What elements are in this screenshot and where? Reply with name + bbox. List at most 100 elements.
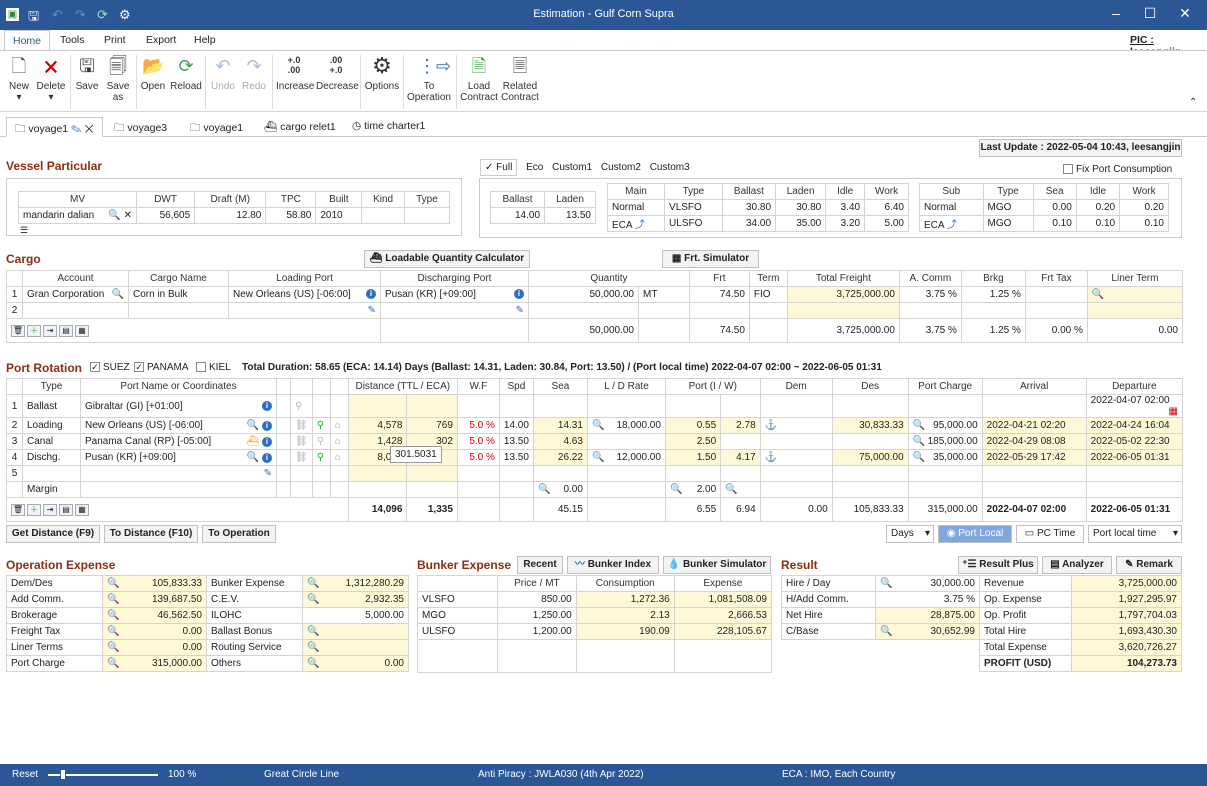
pc-time-toggle[interactable]: ▭ PC Time bbox=[1016, 525, 1084, 543]
table-row[interactable]: 5 ✎ bbox=[6, 465, 1184, 482]
to-distance-button[interactable]: To Distance (F10) bbox=[104, 525, 198, 543]
table-row[interactable]: 2 Loading New Orleans (US) [-06:00] 🔍 i ⛓ ⚲ ⌂ 4… bbox=[6, 417, 1184, 434]
cargo-table: Account Cargo Name Loading Port Discharging… bbox=[6, 270, 1184, 343]
tab-custom1[interactable]: Custom1 bbox=[552, 162, 593, 173]
tab-voyage3[interactable]: 🗀 voyage3 bbox=[114, 122, 168, 134]
new-button[interactable]: 🗋 New ▾ bbox=[8, 56, 29, 103]
open-button[interactable]: 📂 Open bbox=[140, 56, 166, 92]
table-row[interactable]: 3 Canal Panama Canal (RP) [-05:00] ⛴ i ⛓ ⚲ ⌂ 1,… bbox=[6, 433, 1184, 450]
suez-checkbox[interactable]: ✓ SUEZ bbox=[90, 362, 130, 373]
delete-button[interactable]: 🗙 Delete ▾ bbox=[36, 56, 66, 103]
table-row[interactable]: 2 ✎ ✎ bbox=[6, 302, 1184, 319]
margin-row[interactable]: Margin 🔍 0.00 🔍 2.00 🔍 bbox=[6, 481, 1184, 498]
panama-checkbox[interactable]: ✓ PANAMA bbox=[134, 362, 189, 373]
table-row[interactable]: Brokerage 🔍 46,562.50 ILOHC 5,000.00 bbox=[6, 607, 409, 624]
tab-time-charter1[interactable]: ◷ time charter1 bbox=[352, 120, 426, 132]
time-zone-select[interactable]: Port local time ▾ bbox=[1088, 525, 1182, 543]
document-tabs: 🗀 voyage1 ✎ ✕ 🗀 voyage3 🗀 voyage1 ⛴ carg… bbox=[0, 113, 1207, 137]
quick-save-icon[interactable]: 🖫 bbox=[28, 8, 40, 23]
table-row[interactable]: VLSFO 850.00 1,272.36 1,081,508.09 bbox=[417, 591, 773, 608]
remark-button[interactable]: ✎ Remark bbox=[1116, 556, 1182, 574]
to-operation-small-button[interactable]: To Operation bbox=[202, 525, 276, 543]
analyzer-button[interactable]: ▤ Analyzer bbox=[1042, 556, 1112, 574]
vessel-name-cell[interactable]: mandarin dalian 🔍 ✕ bbox=[18, 207, 137, 224]
calendar-icon[interactable]: ▦ bbox=[1168, 406, 1178, 417]
new-document-icon: 🗋 bbox=[11, 56, 27, 76]
days-select[interactable]: Days ▾ bbox=[886, 525, 934, 543]
menu-home[interactable]: Home bbox=[4, 30, 51, 50]
tab-custom2[interactable]: Custom2 bbox=[600, 162, 641, 173]
loadable-quantity-button[interactable]: ⛴ Loadable Quantity Calculator bbox=[364, 250, 530, 268]
zoom-level: 100 % bbox=[168, 769, 197, 780]
port-row-tools[interactable]: 🗑 ＋ ⇥ ▤ ▦ bbox=[6, 497, 349, 522]
menu-tools[interactable]: Tools bbox=[60, 34, 85, 46]
last-update-badge: Last Update : 2022-05-04 10:43, leesangj… bbox=[979, 139, 1182, 157]
cargo-title: Cargo bbox=[6, 252, 41, 266]
table-row[interactable]: Port Charge 🔍 315,000.00 Others 🔍 0.00 bbox=[6, 655, 409, 672]
table-row[interactable]: 1 Gran Corporation 🔍 Corn in Bulk New Orlean… bbox=[6, 286, 1184, 303]
increase-button[interactable]: +.0.00 Increase bbox=[276, 55, 315, 92]
table-row[interactable]: Liner Terms 🔍 0.00 Routing Service 🔍 bbox=[6, 639, 409, 656]
recent-button[interactable]: Recent bbox=[517, 556, 563, 574]
tab-eco[interactable]: Eco bbox=[526, 162, 544, 173]
menu-export[interactable]: Export bbox=[146, 34, 177, 46]
close-tab-icon[interactable]: ✕ bbox=[84, 123, 94, 135]
zoom-slider[interactable] bbox=[48, 774, 158, 776]
save-button[interactable]: 🖫 Save bbox=[75, 56, 99, 92]
table-row[interactable]: 1 Ballast Gibraltar (GI) [+01:00] i ⚲ 2022-04… bbox=[6, 394, 1184, 418]
port-local-toggle[interactable]: ◉ Port Local bbox=[938, 525, 1012, 543]
table-row[interactable]: Freight Tax 🔍 0.00 Ballast Bonus 🔍 bbox=[6, 623, 409, 640]
eca-chart-icon: ⤴ bbox=[946, 220, 957, 231]
tab-full[interactable]: ✓ Full bbox=[480, 159, 518, 176]
menu-print[interactable]: Print bbox=[104, 34, 126, 46]
get-distance-button[interactable]: Get Distance (F9) bbox=[6, 525, 100, 543]
cargo-row-tools[interactable]: 🗑 ＋ ⇥ ▤ ▦ bbox=[6, 318, 381, 343]
related-contract-button[interactable]: 🗏 Related Contract bbox=[501, 56, 539, 103]
table-row[interactable]: MGO 1,250.00 2.13 2,666.53 bbox=[417, 607, 773, 624]
tab-cargo-relet1[interactable]: ⛴ cargo relet1 bbox=[264, 121, 336, 133]
menu-help[interactable]: Help bbox=[194, 34, 216, 46]
reset-link[interactable]: Reset bbox=[12, 769, 39, 780]
route-type[interactable]: Great Circle Line bbox=[264, 769, 340, 780]
options-button[interactable]: ⚙ Options bbox=[364, 53, 400, 93]
quick-redo-icon[interactable]: ↷ bbox=[75, 7, 86, 22]
minimize-icon[interactable]: – bbox=[1112, 5, 1120, 21]
table-row[interactable]: Dem/Des 🔍 105,833.33 Bunker Expense 🔍 1,312,2… bbox=[6, 575, 409, 592]
to-operation-button[interactable]: ⋮⇨ To Operation bbox=[407, 56, 452, 103]
maximize-icon[interactable]: ☐ bbox=[1143, 5, 1157, 21]
drop-icon: 💧 bbox=[667, 559, 683, 570]
bunker-simulator-button[interactable]: 💧 Bunker Simulator bbox=[663, 556, 771, 574]
vessel-table: MV DWT Draft (M) TPC Built Kind Type mandarin … bbox=[18, 191, 451, 224]
folder-icon: 🗀 bbox=[114, 122, 128, 134]
table-row[interactable]: ULSFO 1,200.00 190.09 228,105.67 bbox=[417, 623, 773, 640]
quick-settings-icon[interactable]: ⚙ bbox=[119, 7, 131, 22]
reload-icon: ⟳ bbox=[178, 56, 194, 76]
tab-custom3[interactable]: Custom3 bbox=[649, 162, 690, 173]
distance-tooltip: 301.5031 bbox=[390, 446, 442, 463]
table-row[interactable]: Add Comm. 🔍 139,687.50 C.E.V. 🔍 2,932.35 bbox=[6, 591, 409, 608]
bunker-index-button[interactable]: 〰 Bunker Index bbox=[567, 556, 659, 574]
save-as-button[interactable]: 🗐 Save as bbox=[106, 56, 130, 103]
globe-icon: ◉ bbox=[946, 528, 959, 539]
window-title: Estimation - Gulf Corn Supra bbox=[533, 8, 674, 20]
operation-expense-title: Operation Expense bbox=[6, 558, 116, 572]
frt-simulator-button[interactable]: ▦ Frt. Simulator bbox=[662, 250, 759, 268]
load-contract-button[interactable]: 🗎 Load Contract bbox=[460, 56, 498, 103]
fix-port-checkbox[interactable]: Fix Port Consumption bbox=[1063, 164, 1172, 175]
decrease-button[interactable]: .00 +.0 Decrease bbox=[316, 55, 359, 92]
redo-button[interactable]: ↷ Redo bbox=[242, 56, 266, 92]
tab-voyage1-active[interactable]: 🗀 voyage1 ✎ ✕ bbox=[6, 117, 103, 137]
tab-voyage1[interactable]: 🗀 voyage1 bbox=[190, 122, 244, 134]
list-icon[interactable]: ☰ bbox=[20, 225, 29, 235]
result-table: Hire / Day 🔍 30,000.00 Revenue 3,725,000.00 … bbox=[781, 575, 1182, 672]
undo-button[interactable]: ↶ Undo bbox=[211, 56, 235, 92]
kiel-checkbox[interactable]: KIEL bbox=[196, 362, 231, 373]
quick-undo-icon[interactable]: ↶ bbox=[52, 7, 63, 22]
close-icon[interactable]: ✕ bbox=[1179, 5, 1191, 21]
result-plus-button[interactable]: ⁺☰ Result Plus bbox=[958, 556, 1038, 574]
zoom-slider-handle[interactable] bbox=[60, 769, 66, 780]
collapse-ribbon-icon[interactable]: ⌃ bbox=[1189, 97, 1198, 108]
quick-reload-icon[interactable]: ⟳ bbox=[97, 7, 108, 22]
reload-button[interactable]: ⟳ Reload bbox=[170, 56, 202, 92]
